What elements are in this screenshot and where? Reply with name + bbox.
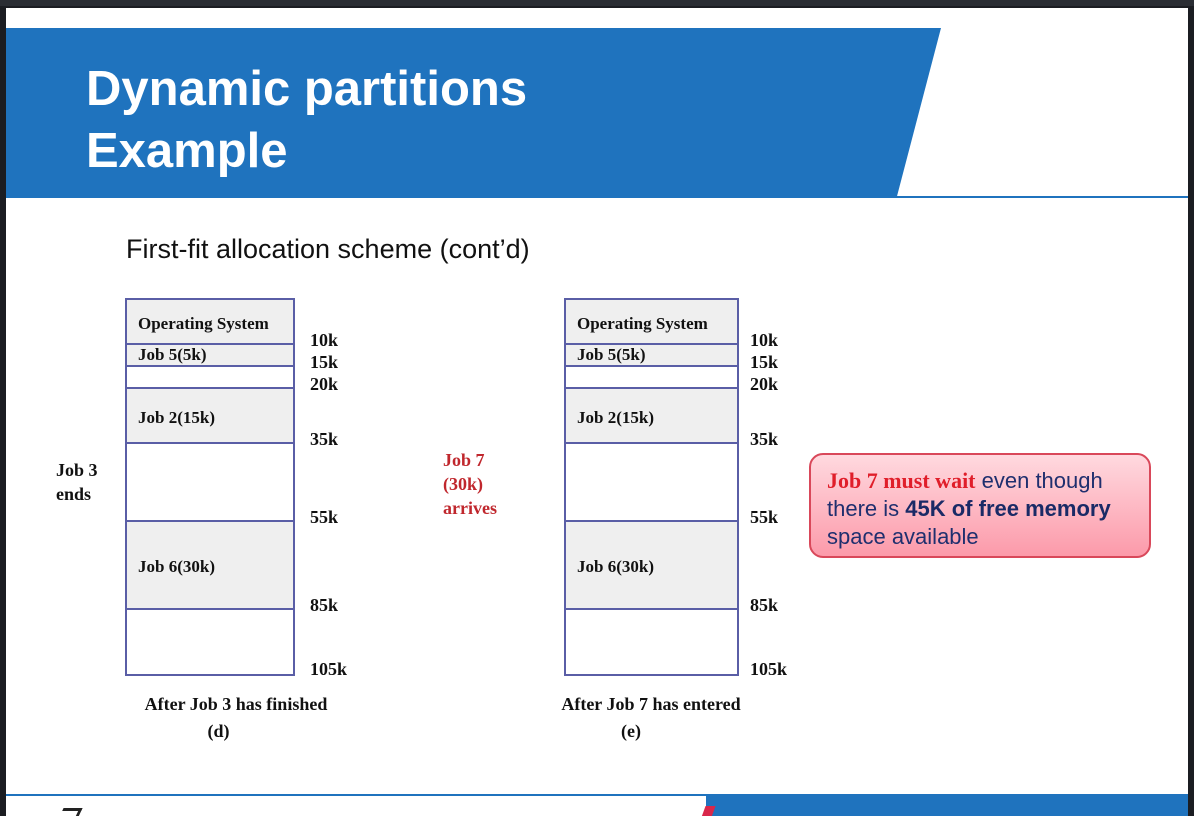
address-label: 15k bbox=[310, 352, 339, 372]
footer-divider bbox=[6, 794, 1188, 796]
title-line-2: Example bbox=[86, 124, 288, 178]
address-label: 55k bbox=[310, 507, 339, 527]
diagram-sublabel: (d) bbox=[207, 721, 230, 741]
callout-box: Job 7 must wait even though there is 45K… bbox=[809, 453, 1151, 558]
memory-region bbox=[127, 367, 293, 389]
address-label: 55k bbox=[750, 507, 779, 527]
window-top-bar bbox=[0, 0, 1194, 6]
event-label-job7-arrives: Job 7 (30k) arrives bbox=[443, 450, 497, 518]
slide-title: Dynamic partitions Example bbox=[86, 58, 527, 182]
address-label: 35k bbox=[750, 429, 779, 449]
header-band bbox=[6, 28, 941, 196]
address-label: 35k bbox=[310, 429, 339, 449]
slide: Dynamic partitions Example First-fit all… bbox=[6, 8, 1188, 816]
footer-band bbox=[706, 794, 1188, 816]
region-label: Job 5(5k) bbox=[138, 345, 207, 364]
diagram-sublabel: (e) bbox=[621, 721, 641, 741]
address-label: 20k bbox=[310, 374, 339, 394]
address-label: 85k bbox=[310, 595, 339, 615]
callout-warning: Job 7 must wait bbox=[827, 468, 976, 493]
footer-logo-mark bbox=[58, 808, 83, 816]
event-label-job3-ends: Job 3 ends bbox=[56, 460, 98, 504]
address-label: 15k bbox=[750, 352, 779, 372]
memory-region: Job 5(5k) bbox=[566, 345, 737, 367]
diagram-caption: After Job 7 has entered bbox=[561, 694, 741, 714]
memory-region bbox=[566, 444, 737, 522]
region-label: Job 6(30k) bbox=[577, 557, 654, 576]
address-label: 10k bbox=[310, 330, 339, 350]
region-label: Job 6(30k) bbox=[138, 557, 215, 576]
memory-region: Job 6(30k) bbox=[127, 522, 293, 610]
slide-subtitle: First-fit allocation scheme (cont’d) bbox=[126, 234, 530, 264]
region-label: Operating System bbox=[138, 314, 269, 333]
region-label: Job 5(5k) bbox=[577, 345, 646, 364]
memory-region bbox=[127, 444, 293, 522]
address-label: 105k bbox=[310, 659, 348, 679]
memory-region: Job 5(5k) bbox=[127, 345, 293, 367]
address-label: 105k bbox=[750, 659, 788, 679]
region-label: Operating System bbox=[577, 314, 708, 333]
memory-box: Operating System Job 5(5k) Job 2(15k) Jo… bbox=[564, 298, 739, 676]
memory-region bbox=[566, 610, 737, 674]
callout-text: even though there is bbox=[827, 468, 1103, 521]
callout-highlight: 45K of free memory bbox=[905, 496, 1111, 521]
memory-box: Operating System Job 5(5k) Job 2(15k) Jo… bbox=[125, 298, 295, 676]
region-label: Job 2(15k) bbox=[577, 408, 654, 427]
memory-region bbox=[127, 610, 293, 674]
memory-region: Job 6(30k) bbox=[566, 522, 737, 610]
memory-region: Operating System bbox=[566, 300, 737, 345]
memory-region: Job 2(15k) bbox=[127, 389, 293, 444]
title-line-1: Dynamic partitions bbox=[86, 62, 528, 116]
address-label: 10k bbox=[750, 330, 779, 350]
memory-region: Job 2(15k) bbox=[566, 389, 737, 444]
address-label: 85k bbox=[750, 595, 779, 615]
memory-region bbox=[566, 367, 737, 389]
memory-region: Operating System bbox=[127, 300, 293, 345]
header-divider bbox=[6, 196, 1188, 198]
diagram-caption: After Job 3 has finished bbox=[144, 694, 328, 714]
callout-text-end: space available bbox=[827, 524, 979, 549]
address-label: 20k bbox=[750, 374, 779, 394]
region-label: Job 2(15k) bbox=[138, 408, 215, 427]
